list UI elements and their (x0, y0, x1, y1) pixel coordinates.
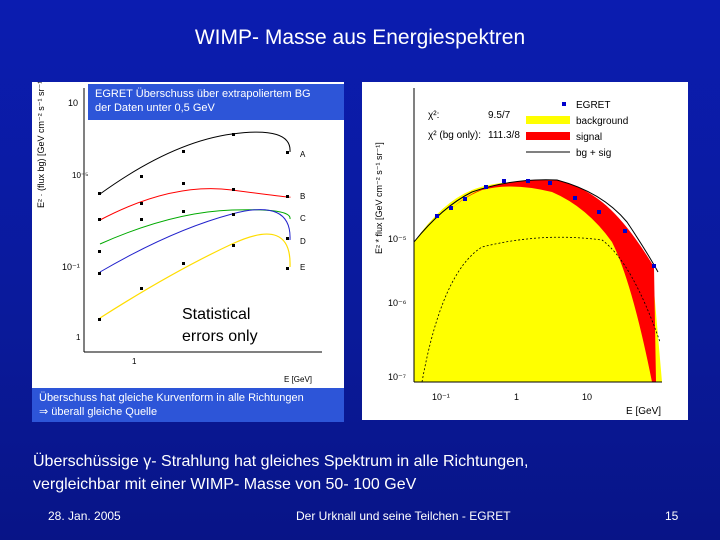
right-xtick-1: 1 (514, 392, 519, 402)
point-A (232, 133, 235, 136)
point-A (286, 151, 289, 154)
left-y-label: E² · (flux bg) [GeV cm⁻² s⁻¹ sr⁻¹] (36, 82, 46, 208)
point-A (98, 192, 101, 195)
left-note-box: EGRET Überschuss über extrapoliertem BG … (88, 84, 344, 120)
bottom-note-line-1: Überschuss hat gleiche Kurvenform in all… (39, 392, 304, 404)
series-C-line (99, 209, 291, 245)
point-B (182, 182, 185, 185)
right-x-label: E [GeV] (626, 406, 661, 417)
egret-point (526, 179, 530, 183)
chi2-label-2: χ² (bg only): (428, 130, 481, 141)
series-A-line (99, 131, 291, 195)
point-B (232, 188, 235, 191)
point-E (98, 318, 101, 321)
signal-area (448, 179, 656, 382)
caption-line-1-post: - Strahlung hat gleiches Spektrum in all… (151, 453, 529, 470)
left-note-line-1: EGRET Überschuss über extrapoliertem BG (95, 88, 311, 100)
chi2-value-1: 9.5/7 (488, 110, 511, 121)
background-dotted-line (421, 236, 661, 383)
legend-egret: EGRET (576, 100, 610, 111)
egret-point (652, 264, 656, 268)
egret-point (435, 214, 439, 218)
egret-point (484, 185, 488, 189)
point-B (140, 202, 143, 205)
label-C: C (300, 214, 306, 223)
right-chart: E² * flux [GeV cm⁻² s⁻¹ sr⁻¹] 10⁻⁵ 10⁻⁶ … (374, 88, 662, 417)
egret-point (597, 210, 601, 214)
point-B (98, 218, 101, 221)
left-chart: E² · (flux bg) [GeV cm⁻² s⁻¹ sr⁻¹] 10 10… (36, 78, 322, 384)
label-B: B (300, 192, 305, 201)
right-xtick-2: 10 (582, 392, 592, 402)
legend-background: background (576, 116, 628, 127)
legend-egret-marker (562, 102, 566, 106)
stat-line-1: Statistical (182, 306, 251, 323)
bg-plus-sig-line (413, 179, 659, 273)
caption-line-1-pre: Überschüssige (33, 453, 144, 470)
bottom-note-line-2: ⇒ überall gleiche Quelle (39, 405, 337, 419)
label-E: E (300, 263, 305, 272)
left-ytick-0: 10 (68, 98, 78, 108)
chi2-value-2: 111.3/8 (488, 130, 520, 141)
bottom-note-box: Überschuss hat gleiche Kurvenform in all… (32, 388, 344, 422)
point-C (182, 210, 185, 213)
point-D (286, 267, 289, 270)
legend-background-swatch (526, 116, 570, 124)
slide-title: WIMP- Masse aus Energiespektren (194, 26, 526, 49)
left-ytick-1: 10⁻⁵ (72, 171, 88, 180)
right-y-label: E² * flux [GeV cm⁻² s⁻¹ sr⁻¹] (374, 142, 384, 254)
series-D-line (99, 209, 291, 273)
legend-signal: signal (576, 132, 602, 143)
right-ytick-1: 10⁻⁶ (388, 298, 407, 308)
egret-point (463, 197, 467, 201)
left-x-label: E [GeV] (284, 375, 312, 384)
left-ytick-2: 10⁻¹ (62, 262, 80, 272)
point-C (232, 213, 235, 216)
point-B (286, 195, 289, 198)
right-xtick-0: 10⁻¹ (432, 392, 450, 402)
statistical-errors-note: Statistical errors only (180, 304, 260, 348)
egret-point (573, 196, 577, 200)
caption-gamma: γ (143, 453, 152, 470)
point-D (232, 244, 235, 247)
egret-point (449, 206, 453, 210)
point-A (140, 175, 143, 178)
left-note-line-2: der Daten unter 0,5 GeV (95, 102, 215, 114)
caption-line-2: vergleichbar mit einer WIMP- Masse von 5… (33, 476, 417, 493)
egret-point (548, 181, 552, 185)
legend: χ²: 9.5/7 χ² (bg only): 111.3/8 EGRET ba… (428, 100, 628, 159)
footer-page-number: 15 (665, 509, 679, 523)
egret-point (502, 179, 506, 183)
label-D: D (300, 237, 306, 246)
label-A: A (300, 150, 306, 159)
point-C (286, 237, 289, 240)
series-E-line (99, 233, 291, 319)
implies-arrow-icon: ⇒ (39, 406, 49, 418)
chi2-label-1: χ²: (428, 110, 439, 121)
caption-line-1: Überschüssige γ- Strahlung hat gleiches … (33, 450, 528, 473)
right-chart-panel: E² * flux [GeV cm⁻² s⁻¹ sr⁻¹] 10⁻⁵ 10⁻⁶ … (362, 82, 688, 420)
stat-line-2: errors only (182, 328, 258, 345)
bottom-note-line-2-text: überall gleiche Quelle (48, 406, 158, 418)
footer-date: 28. Jan. 2005 (48, 509, 121, 523)
point-D (98, 272, 101, 275)
point-C (140, 218, 143, 221)
left-xtick-0: 1 (132, 357, 137, 366)
point-D (182, 262, 185, 265)
footer-center: Der Urknall und seine Teilchen - EGRET (296, 509, 511, 523)
background-area (414, 181, 662, 382)
point-A (182, 150, 185, 153)
point-E (140, 287, 143, 290)
right-ytick-2: 10⁻⁷ (388, 372, 406, 382)
left-chart-panel: E² · (flux bg) [GeV cm⁻² s⁻¹ sr⁻¹] 10 10… (32, 78, 344, 422)
slide-caption: Überschüssige γ- Strahlung hat gleiches … (33, 450, 528, 496)
series-B-line (99, 188, 291, 221)
egret-point (623, 229, 627, 233)
left-ytick-3: 1 (76, 333, 81, 342)
point-C (98, 250, 101, 253)
legend-bgsig: bg + sig (576, 148, 611, 159)
legend-signal-swatch (526, 132, 570, 140)
right-ytick-0: 10⁻⁵ (388, 234, 407, 244)
